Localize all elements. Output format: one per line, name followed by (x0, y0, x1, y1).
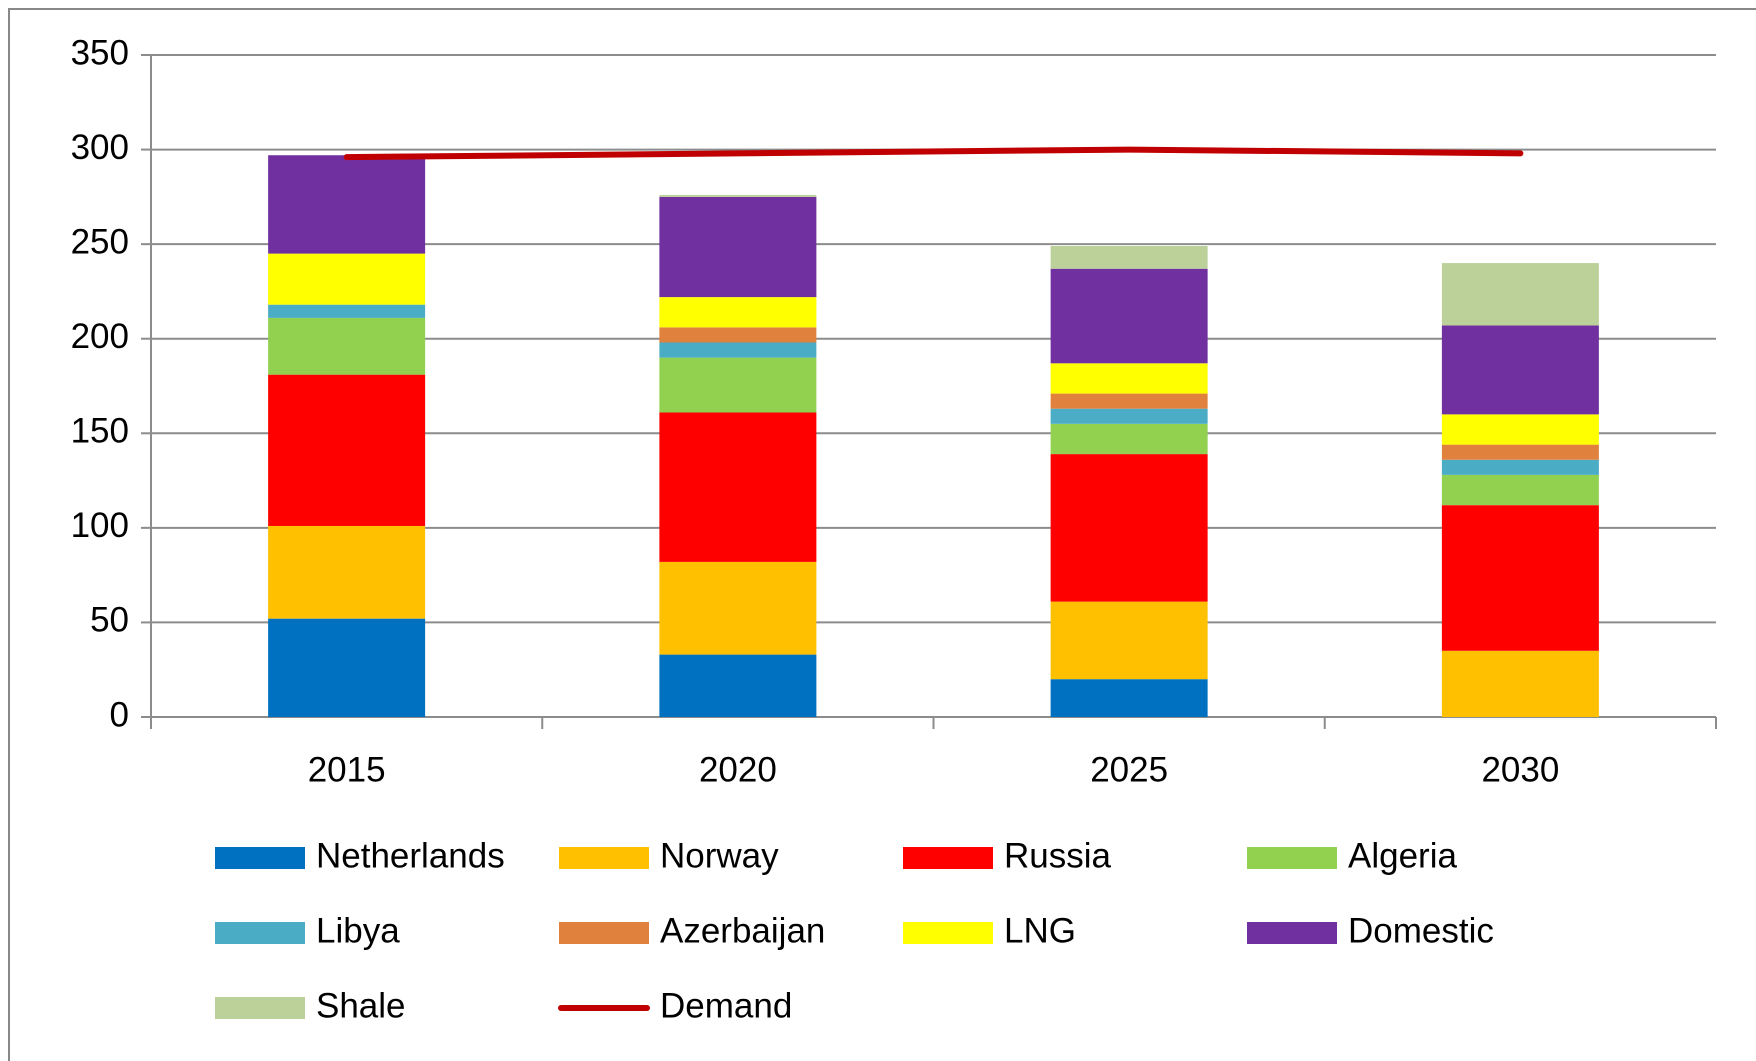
bar-segment (268, 618, 426, 717)
bar-segment (1050, 363, 1208, 394)
bar-segment (1050, 408, 1208, 424)
bar-segment (1441, 414, 1599, 445)
bar-segment (268, 374, 426, 526)
bar-segment (1050, 268, 1208, 364)
bar-segment (1441, 650, 1599, 717)
legend-label: Algeria (1348, 836, 1457, 875)
chart-frame (8, 8, 1756, 1061)
y-tick-label: 100 (71, 506, 129, 545)
bar-segment (1441, 263, 1599, 326)
legend-swatch (215, 847, 305, 869)
bar-segment (659, 297, 817, 328)
bar-segment (659, 561, 817, 655)
y-tick-label: 150 (71, 412, 129, 451)
legend-swatch (1247, 922, 1337, 944)
legend-label: Domestic (1348, 911, 1494, 950)
legend-swatch (1247, 847, 1337, 869)
bar-segment (268, 155, 426, 254)
bar-segment (268, 253, 426, 305)
y-tick-label: 350 (71, 33, 129, 72)
legend-label: Libya (316, 911, 400, 950)
bar-segment (268, 525, 426, 619)
bar-segment (1441, 459, 1599, 475)
x-tick-label: 2015 (308, 750, 386, 789)
legend-label: Demand (660, 986, 792, 1025)
legend-label: Netherlands (316, 836, 505, 875)
y-tick-label: 0 (110, 695, 129, 734)
bar-segment (1050, 454, 1208, 602)
bar-segment (1441, 444, 1599, 460)
x-tick-label: 2020 (699, 750, 777, 789)
y-tick-label: 300 (71, 128, 129, 167)
bar-segment (659, 342, 817, 358)
bar-segment (268, 317, 426, 375)
y-tick-label: 50 (90, 601, 129, 640)
bar-segment (1050, 246, 1208, 269)
bar-segment (659, 357, 817, 413)
legend-swatch (559, 847, 649, 869)
bar-segment (659, 327, 817, 343)
bar-segment (659, 412, 817, 562)
bar-segment (1441, 325, 1599, 415)
legend-swatch (903, 922, 993, 944)
y-tick-label: 200 (71, 317, 129, 356)
x-tick-label: 2030 (1481, 750, 1559, 789)
y-tick-label: 250 (71, 222, 129, 261)
legend-label: Azerbaijan (660, 911, 825, 950)
bar-segment (268, 304, 426, 318)
bar-segment (1050, 601, 1208, 680)
legend-swatch (215, 922, 305, 944)
legend-label: Shale (316, 986, 406, 1025)
bar-segment (1441, 505, 1599, 651)
bar-segment (1441, 474, 1599, 506)
legend-label: Russia (1004, 836, 1112, 875)
bar-segment (1050, 679, 1208, 717)
legend-label: Norway (660, 836, 779, 875)
bar-segment (659, 194, 817, 197)
legend-swatch (215, 997, 305, 1019)
bar-segment (659, 196, 817, 298)
legend-swatch (559, 922, 649, 944)
legend-label: LNG (1004, 911, 1076, 950)
legend-swatch (903, 847, 993, 869)
line-series (343, 146, 1524, 161)
bar-segment (1050, 423, 1208, 455)
bar-segment (1050, 393, 1208, 409)
x-tick-label: 2025 (1090, 750, 1168, 789)
bar-segment (659, 654, 817, 717)
